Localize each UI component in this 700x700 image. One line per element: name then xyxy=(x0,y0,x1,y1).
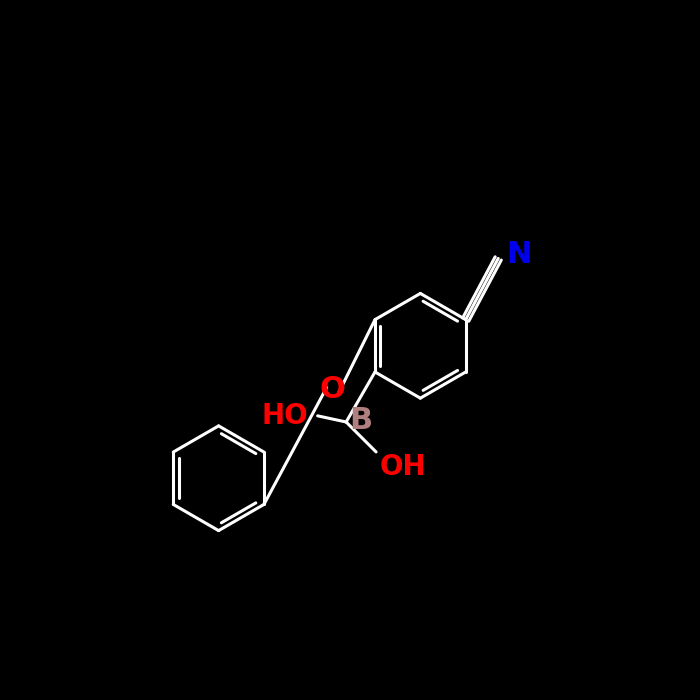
Text: O: O xyxy=(320,375,346,405)
Text: HO: HO xyxy=(261,402,307,430)
Text: N: N xyxy=(506,240,531,269)
Text: OH: OH xyxy=(379,454,426,482)
Text: B: B xyxy=(349,406,372,435)
